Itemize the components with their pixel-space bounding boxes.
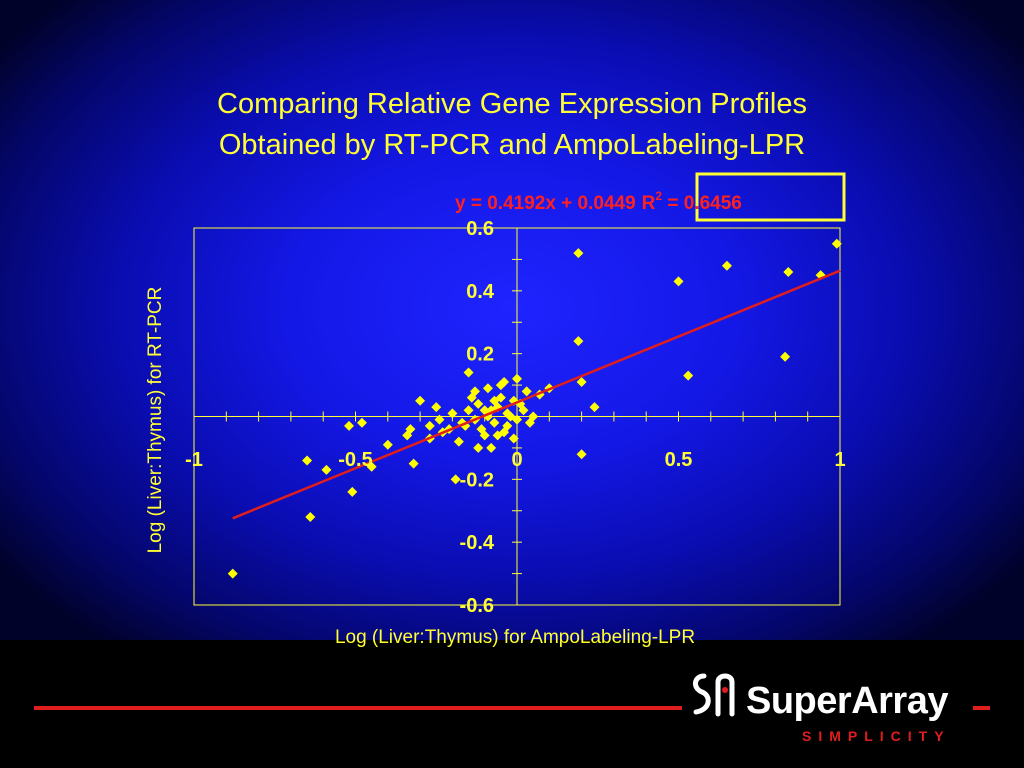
data-point bbox=[434, 414, 445, 425]
data-point bbox=[576, 376, 587, 387]
data-point bbox=[347, 486, 358, 497]
data-point bbox=[721, 260, 732, 271]
data-points bbox=[227, 238, 842, 579]
data-point bbox=[502, 408, 513, 419]
data-point bbox=[489, 395, 500, 406]
footer-red-line-right bbox=[973, 706, 990, 710]
data-point bbox=[489, 417, 500, 428]
footer-red-line-left bbox=[34, 706, 682, 710]
data-point bbox=[424, 420, 435, 431]
data-point bbox=[227, 568, 238, 579]
data-point bbox=[479, 405, 490, 416]
data-point bbox=[463, 367, 474, 378]
x-axis-label: Log (Liver:Thymus) for AmpoLabeling-LPR bbox=[334, 627, 696, 648]
y-tick-label: 0.2 bbox=[466, 344, 494, 366]
data-point bbox=[473, 442, 484, 453]
r2-highlight-box bbox=[695, 172, 846, 222]
x-tick-label: 1 bbox=[834, 449, 845, 471]
data-point bbox=[492, 430, 503, 441]
data-point bbox=[415, 395, 426, 406]
data-point bbox=[521, 386, 532, 397]
data-point bbox=[683, 370, 694, 381]
data-point bbox=[576, 449, 587, 460]
x-tick-label: 0 bbox=[511, 449, 522, 471]
logo-tagline: SIMPLICITY bbox=[802, 728, 951, 744]
equation-text: y = 0.4192x + 0.0449 bbox=[455, 193, 636, 214]
data-point bbox=[780, 351, 791, 362]
data-point bbox=[508, 433, 519, 444]
data-point bbox=[589, 402, 600, 413]
x-tick-label: -0.5 bbox=[338, 449, 372, 471]
data-point bbox=[382, 439, 393, 450]
data-point bbox=[479, 430, 490, 441]
data-point bbox=[486, 442, 497, 453]
r2-value: = 0.6456 bbox=[662, 193, 742, 214]
data-point bbox=[495, 380, 506, 391]
data-point bbox=[344, 420, 355, 431]
data-point bbox=[453, 436, 464, 447]
data-point bbox=[405, 424, 416, 435]
y-tick-label: -0.4 bbox=[460, 532, 495, 554]
y-axis-label: Log (Liver:Thymus) for RT-PCR bbox=[145, 286, 166, 554]
logo-wordmark: SuperArray bbox=[746, 680, 948, 722]
data-point bbox=[463, 405, 474, 416]
data-point bbox=[524, 417, 535, 428]
data-point bbox=[482, 383, 493, 394]
data-point bbox=[673, 276, 684, 287]
data-point bbox=[573, 336, 584, 347]
r2-superscript: 2 bbox=[655, 189, 662, 203]
trendline bbox=[232, 269, 841, 520]
data-point bbox=[321, 464, 332, 475]
data-point bbox=[831, 238, 842, 249]
data-point bbox=[512, 414, 522, 425]
x-tick-label: 0.5 bbox=[665, 449, 693, 471]
data-point bbox=[447, 408, 458, 419]
data-point bbox=[408, 458, 419, 469]
y-tick-label: 0.4 bbox=[466, 281, 495, 303]
data-point bbox=[470, 386, 481, 397]
data-point bbox=[302, 455, 313, 466]
data-point bbox=[783, 266, 794, 277]
data-point bbox=[431, 402, 442, 413]
superarray-logo-icon bbox=[693, 673, 735, 717]
data-point bbox=[366, 461, 377, 472]
data-point bbox=[356, 417, 367, 428]
title-line-2: Obtained by RT-PCR and AmpoLabeling-LPR bbox=[218, 129, 806, 161]
y-tick-label: 0.6 bbox=[466, 218, 494, 240]
y-tick-label: -0.6 bbox=[460, 595, 494, 617]
data-point bbox=[450, 474, 461, 485]
tick-labels: -1 -0.5 0 0.5 1 0.6 0.4 0.2 -0.2 -0.4 -0.6 bbox=[185, 218, 845, 617]
y-tick-label: -0.2 bbox=[460, 469, 494, 491]
data-point bbox=[305, 512, 316, 523]
data-point bbox=[573, 248, 584, 259]
r2-label: R bbox=[642, 193, 656, 214]
scatter-chart: -1 -0.5 0 0.5 1 0.6 0.4 0.2 -0.2 -0.4 -0.6 y = 0.4… bbox=[185, 172, 846, 617]
slide-background bbox=[0, 0, 1024, 640]
data-point bbox=[473, 398, 484, 409]
regression-equation: y = 0.4192x + 0.0449 R2 = 0.6456 bbox=[455, 189, 742, 214]
slide-title: Comparing Relative Gene Expression Profi… bbox=[0, 84, 1024, 166]
title-line-1: Comparing Relative Gene Expression Profi… bbox=[217, 88, 807, 120]
x-tick-label: -1 bbox=[185, 449, 203, 471]
data-point bbox=[512, 373, 522, 384]
